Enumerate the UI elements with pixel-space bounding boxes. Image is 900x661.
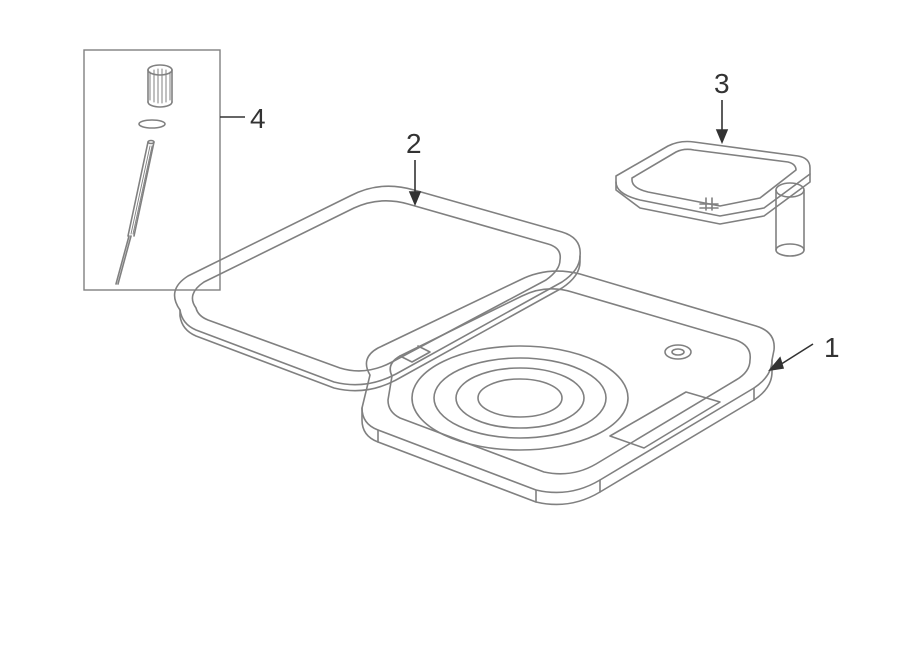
callout-label-1: 1	[824, 332, 840, 364]
callout-2-text: 2	[406, 128, 422, 159]
part-pan-gasket	[175, 186, 581, 391]
callout-1-text: 1	[824, 332, 840, 363]
part-dipstick	[116, 65, 172, 284]
part-transmission-filter	[616, 142, 810, 257]
callout-label-3: 3	[714, 68, 730, 100]
callout-label-2: 2	[406, 128, 422, 160]
callout-3-text: 3	[714, 68, 730, 99]
callout-4-text: 4	[250, 103, 266, 134]
callout-label-4: 4	[250, 103, 266, 135]
part-oil-pan	[362, 271, 774, 504]
inset-box	[84, 50, 220, 290]
